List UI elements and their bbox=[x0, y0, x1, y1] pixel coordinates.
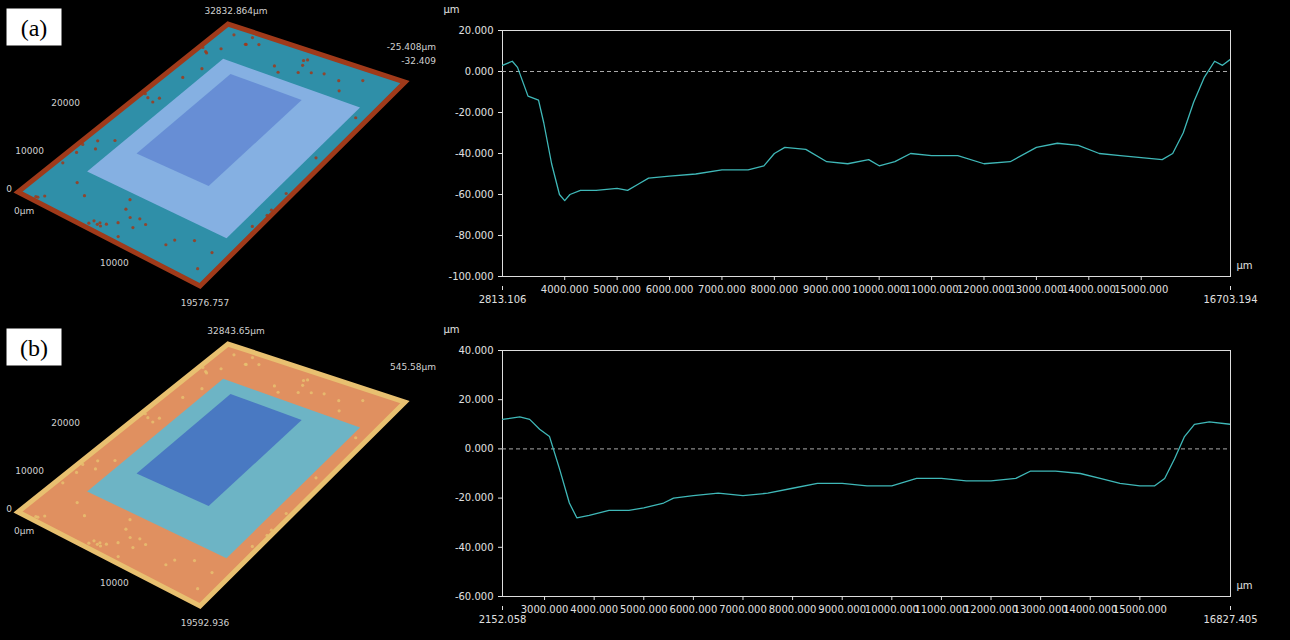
svg-text:20000: 20000 bbox=[51, 418, 80, 428]
svg-text:0: 0 bbox=[6, 184, 12, 194]
svg-text:32843.65µm: 32843.65µm bbox=[207, 326, 264, 336]
svg-text:-32.409: -32.409 bbox=[401, 56, 436, 66]
svg-text:(b): (b) bbox=[20, 335, 48, 361]
svg-text:40.000: 40.000 bbox=[459, 345, 494, 356]
svg-text:7000.000: 7000.000 bbox=[698, 284, 746, 295]
svg-text:4000.000: 4000.000 bbox=[541, 284, 589, 295]
svg-text:20000: 20000 bbox=[51, 98, 80, 108]
svg-text:10000: 10000 bbox=[15, 466, 44, 476]
svg-text:3000.000: 3000.000 bbox=[521, 604, 569, 615]
svg-text:11000.000: 11000.000 bbox=[905, 284, 959, 295]
svg-text:5000.000: 5000.000 bbox=[593, 284, 641, 295]
svg-text:-20.000: -20.000 bbox=[455, 492, 494, 503]
svg-text:12000.000: 12000.000 bbox=[957, 284, 1011, 295]
svg-text:0.000: 0.000 bbox=[465, 66, 494, 77]
svg-text:(a): (a) bbox=[21, 15, 48, 41]
svg-text:5000.000: 5000.000 bbox=[620, 604, 668, 615]
svg-text:-60.000: -60.000 bbox=[455, 591, 494, 602]
svg-text:µm: µm bbox=[444, 324, 460, 335]
svg-text:10000.000: 10000.000 bbox=[865, 604, 919, 615]
svg-text:12000.000: 12000.000 bbox=[964, 604, 1018, 615]
svg-text:10000.000: 10000.000 bbox=[852, 284, 906, 295]
svg-text:20.000: 20.000 bbox=[459, 394, 494, 405]
svg-text:16827.405: 16827.405 bbox=[1203, 614, 1257, 625]
svg-text:µm: µm bbox=[1237, 260, 1253, 271]
svg-text:-60.000: -60.000 bbox=[455, 189, 494, 200]
svg-text:15000.000: 15000.000 bbox=[1114, 284, 1168, 295]
svg-text:9000.000: 9000.000 bbox=[818, 604, 866, 615]
svg-text:0: 0 bbox=[6, 504, 12, 514]
svg-text:0µm: 0µm bbox=[14, 526, 34, 536]
svg-text:10000: 10000 bbox=[100, 578, 129, 588]
svg-text:-80.000: -80.000 bbox=[455, 230, 494, 241]
svg-text:8000.000: 8000.000 bbox=[750, 284, 798, 295]
svg-text:µm: µm bbox=[1237, 580, 1253, 591]
svg-text:0µm: 0µm bbox=[14, 206, 34, 216]
svg-text:13000.000: 13000.000 bbox=[1014, 604, 1068, 615]
svg-text:6000.000: 6000.000 bbox=[670, 604, 718, 615]
svg-text:8000.000: 8000.000 bbox=[769, 604, 817, 615]
svg-text:13000.000: 13000.000 bbox=[1009, 284, 1063, 295]
svg-text:14000.000: 14000.000 bbox=[1063, 604, 1117, 615]
svg-text:2813.106: 2813.106 bbox=[479, 294, 527, 305]
svg-text:6000.000: 6000.000 bbox=[646, 284, 694, 295]
svg-text:32832.864µm: 32832.864µm bbox=[204, 6, 267, 16]
svg-text:-25.408µm: -25.408µm bbox=[387, 42, 436, 52]
svg-text:-100.000: -100.000 bbox=[449, 271, 494, 282]
svg-text:14000.000: 14000.000 bbox=[1062, 284, 1116, 295]
svg-text:15000.000: 15000.000 bbox=[1113, 604, 1167, 615]
svg-text:0.000: 0.000 bbox=[465, 443, 494, 454]
svg-text:16703.194: 16703.194 bbox=[1203, 294, 1257, 305]
svg-text:-20.000: -20.000 bbox=[455, 107, 494, 118]
svg-text:9000.000: 9000.000 bbox=[803, 284, 851, 295]
svg-text:11000.000: 11000.000 bbox=[914, 604, 968, 615]
svg-text:µm: µm bbox=[444, 4, 460, 15]
svg-text:545.58µm: 545.58µm bbox=[390, 362, 436, 372]
svg-text:19592.936: 19592.936 bbox=[181, 618, 230, 628]
svg-text:2152.058: 2152.058 bbox=[479, 614, 527, 625]
svg-text:10000: 10000 bbox=[15, 146, 44, 156]
svg-text:19576.757: 19576.757 bbox=[181, 298, 230, 308]
svg-text:-40.000: -40.000 bbox=[455, 542, 494, 553]
svg-text:4000.000: 4000.000 bbox=[570, 604, 618, 615]
svg-text:10000: 10000 bbox=[100, 258, 129, 268]
svg-text:20.000: 20.000 bbox=[459, 25, 494, 36]
svg-text:-40.000: -40.000 bbox=[455, 148, 494, 159]
svg-text:7000.000: 7000.000 bbox=[719, 604, 767, 615]
